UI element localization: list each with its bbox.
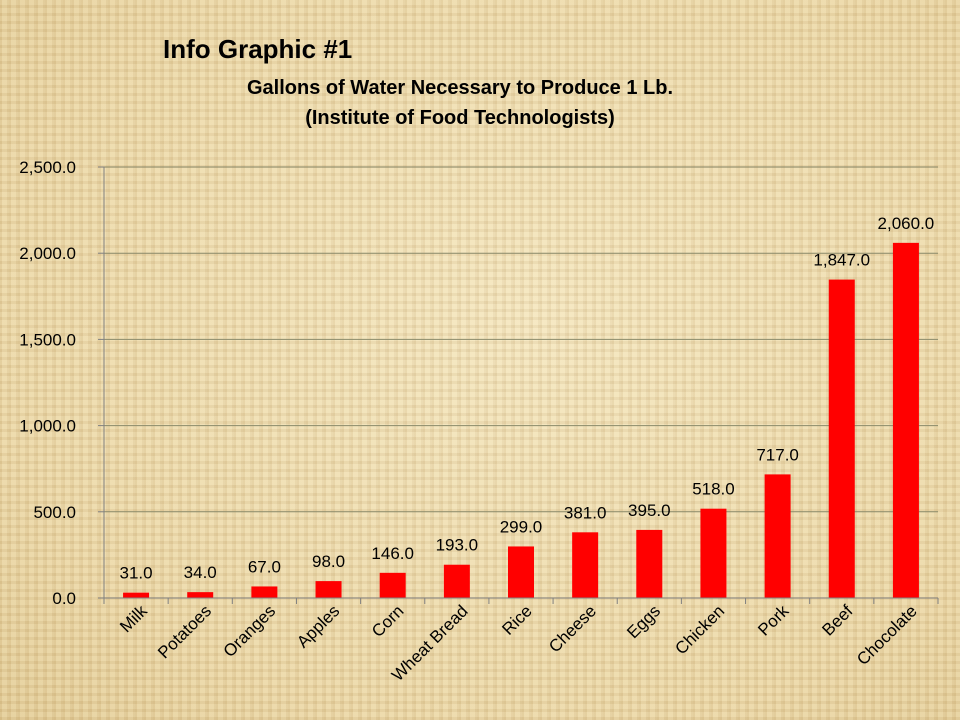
data-label: 193.0: [436, 536, 479, 555]
y-tick-label: 2,000.0: [19, 244, 76, 263]
chart-subtitle-line-2: (Institute of Food Technologists): [305, 107, 615, 129]
data-label: 31.0: [120, 564, 153, 583]
x-tick-label: Pork: [754, 601, 793, 640]
bar: [892, 242, 919, 598]
chart-subtitle-line-1: Gallons of Water Necessary to Produce 1 …: [247, 77, 673, 99]
x-tick-label: Chocolate: [853, 601, 921, 669]
x-tick-label: Potatoes: [154, 601, 215, 662]
x-tick-label: Corn: [368, 601, 407, 640]
x-tick-label: Oranges: [220, 601, 280, 661]
data-label: 98.0: [312, 552, 345, 571]
data-label: 67.0: [248, 557, 281, 576]
bar: [572, 532, 599, 598]
bar: [123, 592, 150, 598]
bar: [636, 529, 663, 598]
bar: [828, 279, 855, 598]
chart-title: Info Graphic #1: [163, 34, 352, 64]
y-tick-label: 500.0: [33, 503, 76, 522]
data-label: 395.0: [628, 501, 671, 520]
x-tick-label: Milk: [116, 601, 151, 636]
y-tick-label: 2,500.0: [19, 158, 76, 177]
bar: [508, 546, 534, 598]
axes: [103, 167, 939, 604]
x-tick-label: Apples: [293, 601, 343, 651]
data-label: 381.0: [564, 503, 607, 522]
data-label: 2,060.0: [878, 214, 935, 233]
bar: [443, 564, 470, 598]
bar: [315, 581, 342, 598]
bar: [764, 474, 791, 598]
x-tick-label: Beef: [818, 601, 856, 639]
data-label: 34.0: [184, 563, 217, 582]
y-tick-label: 1,000.0: [19, 417, 76, 436]
x-tick-label: Chicken: [671, 601, 728, 658]
bar: [251, 586, 278, 598]
y-tick-label: 1,500.0: [19, 330, 76, 349]
x-tick-label: Cheese: [545, 601, 600, 656]
data-label: 146.0: [371, 544, 414, 563]
data-label: 518.0: [692, 480, 735, 499]
bars: [123, 242, 919, 598]
data-label: 717.0: [756, 445, 799, 464]
bar: [187, 592, 214, 598]
bar: [700, 508, 727, 598]
y-tick-label: 0.0: [52, 589, 76, 608]
x-tick-label: Eggs: [623, 601, 664, 642]
data-label: 299.0: [500, 517, 543, 536]
x-tick-label: Rice: [498, 601, 535, 638]
data-labels: 31.0 34.0 67.0 98.0 146.0 193.0 299.0 381.0 395.…: [120, 214, 935, 583]
gridlines: [104, 166, 938, 513]
bar: [379, 572, 406, 598]
y-axis-ticks: 0.0 500.0 1,000.0 1,500.0 2,000.0 2,500.0: [19, 158, 104, 608]
data-label: 1,847.0: [813, 251, 870, 270]
